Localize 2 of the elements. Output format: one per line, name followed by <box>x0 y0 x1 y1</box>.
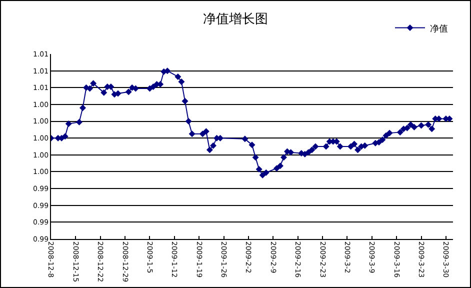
legend-label: 净值 <box>430 23 448 34</box>
chart-title: 净值增长图 <box>203 12 268 27</box>
